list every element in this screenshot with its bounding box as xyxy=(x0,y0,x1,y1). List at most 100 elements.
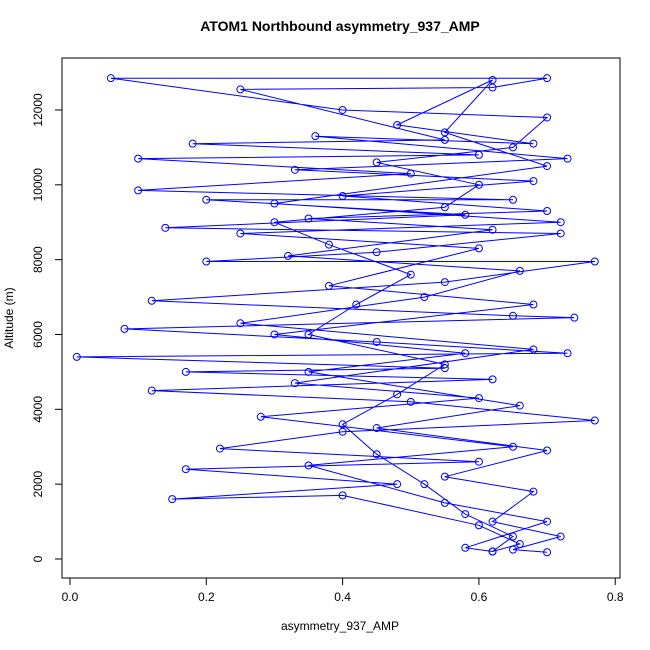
x-tick-label: 0.8 xyxy=(607,590,624,604)
data-point xyxy=(563,154,572,163)
data-point xyxy=(543,517,552,526)
data-point xyxy=(181,465,190,474)
data-point xyxy=(590,257,599,266)
y-axis-label: Altitude (m) xyxy=(2,287,16,348)
data-point xyxy=(543,548,552,557)
data-point xyxy=(181,367,190,376)
x-tick-label: 0.0 xyxy=(62,590,79,604)
data-point xyxy=(474,180,483,189)
data-point xyxy=(420,480,429,489)
data-point xyxy=(290,379,299,388)
data-point xyxy=(440,364,449,373)
data-point xyxy=(338,491,347,500)
data-point xyxy=(515,401,524,410)
data-point xyxy=(393,480,402,489)
data-point xyxy=(556,229,565,238)
data-point xyxy=(488,517,497,526)
y-tick-label: 6000 xyxy=(31,321,45,348)
data-point xyxy=(406,270,415,279)
y-tick-label: 10000 xyxy=(31,168,45,202)
data-point xyxy=(236,319,245,328)
data-point xyxy=(440,203,449,212)
data-point xyxy=(508,311,517,320)
data-point xyxy=(474,457,483,466)
data-point xyxy=(372,158,381,167)
data-point xyxy=(488,547,497,556)
data-point xyxy=(134,186,143,195)
data-point xyxy=(563,349,572,358)
data-point xyxy=(508,545,517,554)
data-point xyxy=(461,210,470,219)
data-point xyxy=(134,154,143,163)
data-point xyxy=(515,266,524,275)
data-point xyxy=(556,218,565,227)
data-point xyxy=(474,521,483,530)
data-point xyxy=(508,195,517,204)
data-point xyxy=(324,281,333,290)
data-point xyxy=(440,128,449,137)
x-tick-label: 0.4 xyxy=(334,590,351,604)
data-point xyxy=(311,132,320,141)
data-point xyxy=(474,150,483,159)
data-point xyxy=(461,543,470,552)
data-point xyxy=(270,330,279,339)
data-point xyxy=(556,532,565,541)
y-tick-label: 12000 xyxy=(31,93,45,127)
data-point xyxy=(474,394,483,403)
data-point xyxy=(508,532,517,541)
data-point xyxy=(440,498,449,507)
y-tick-label: 4000 xyxy=(31,396,45,423)
x-tick-label: 0.6 xyxy=(471,590,488,604)
data-point xyxy=(461,349,470,358)
data-point xyxy=(529,345,538,354)
data-point xyxy=(440,472,449,481)
data-point xyxy=(270,218,279,227)
data-point xyxy=(304,367,313,376)
data-point xyxy=(372,424,381,433)
data-point xyxy=(570,313,579,322)
data-point xyxy=(406,169,415,178)
data-point xyxy=(372,450,381,459)
y-tick-label: 0 xyxy=(31,555,45,562)
data-point xyxy=(420,293,429,302)
data-point xyxy=(508,143,517,152)
data-point xyxy=(147,296,156,305)
chart-title: ATOM1 Northbound asymmetry_937_AMP xyxy=(200,18,480,34)
data-point xyxy=(290,165,299,174)
x-axis-label: asymmetry_937_AMP xyxy=(281,619,399,633)
data-point xyxy=(161,223,170,232)
data-point xyxy=(147,386,156,395)
data-point xyxy=(304,461,313,470)
x-tick-label: 0.2 xyxy=(198,590,215,604)
data-point xyxy=(529,487,538,496)
data-point xyxy=(440,360,449,369)
data-point xyxy=(120,324,129,333)
data-point xyxy=(543,113,552,122)
data-point xyxy=(515,540,524,549)
data-point xyxy=(215,444,224,453)
data-point xyxy=(324,240,333,249)
data-point xyxy=(543,162,552,171)
data-point xyxy=(168,495,177,504)
data-point xyxy=(338,427,347,436)
data-point xyxy=(590,416,599,425)
data-point xyxy=(543,207,552,216)
data-point xyxy=(543,74,552,83)
data-point xyxy=(338,105,347,114)
data-point xyxy=(440,278,449,287)
data-point xyxy=(529,139,538,148)
data-point xyxy=(461,510,470,519)
data-point xyxy=(256,412,265,421)
data-point xyxy=(236,85,245,94)
data-point xyxy=(202,257,211,266)
plot-frame xyxy=(61,57,621,579)
y-tick-label: 8000 xyxy=(31,246,45,273)
data-point xyxy=(188,139,197,148)
y-tick-label: 2000 xyxy=(31,470,45,497)
data-point xyxy=(304,330,313,339)
data-point xyxy=(304,214,313,223)
data-point xyxy=(372,337,381,346)
data-point xyxy=(488,225,497,234)
